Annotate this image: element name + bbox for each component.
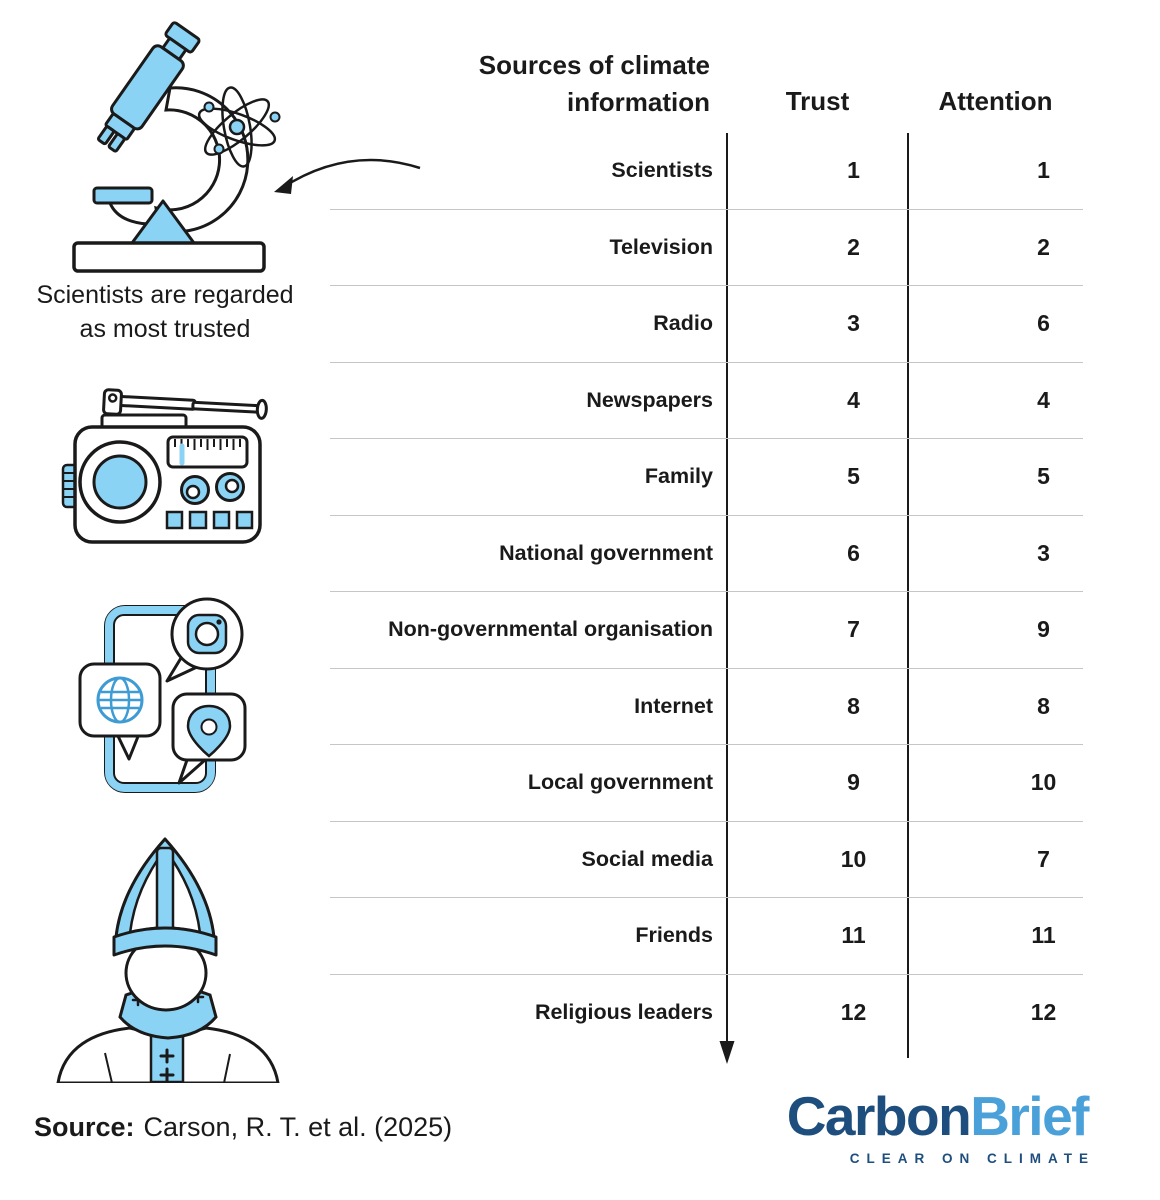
attention-column-header: Attention — [938, 86, 1053, 116]
attention-rank: 6 — [1037, 310, 1050, 337]
attention-rank: 10 — [1030, 769, 1057, 796]
source-of-information-label: Local government — [527, 770, 713, 795]
source-of-information-label: National government — [499, 540, 713, 565]
trust-rank: 10 — [840, 845, 867, 872]
religious-leader-icon — [56, 837, 280, 1083]
source-of-information-label: Family — [644, 464, 713, 489]
source-of-information-label: Friends — [635, 923, 713, 948]
ranking-table-body: Scientists 1 1 Television 2 2 Radio 3 6 Newspaper… — [330, 133, 1083, 1050]
table-row: Newspapers 4 4 — [330, 363, 1083, 439]
source-of-information-label: Television — [609, 234, 713, 259]
column-divider-line — [907, 133, 909, 1058]
trust-rank: 8 — [847, 692, 860, 719]
tablet-social-media-icon — [78, 597, 247, 793]
logo-word-brief: Brief — [970, 1085, 1089, 1147]
source-of-information-label: Religious leaders — [534, 999, 713, 1024]
trust-rank: 5 — [847, 463, 860, 490]
table-row: Radio 3 6 — [330, 286, 1083, 363]
attention-rank: 7 — [1037, 845, 1050, 872]
attention-rank: 5 — [1037, 463, 1050, 490]
source-label: Source: — [34, 1112, 135, 1142]
source-of-information-label: Radio — [653, 311, 713, 336]
source-of-information-label: Internet — [634, 693, 713, 718]
source-citation: Carson, R. T. et al. (2025) — [143, 1112, 453, 1142]
table-title-line2: information — [567, 87, 710, 117]
source-of-information-label: Newspapers — [586, 387, 713, 412]
trust-rank: 2 — [847, 233, 860, 260]
atom-icon — [197, 86, 281, 168]
table-row: Scientists 1 1 — [330, 133, 1083, 210]
trust-rank: 3 — [847, 310, 860, 337]
logo-word-carbon: Carbon — [786, 1085, 972, 1147]
trust-rank: 6 — [847, 539, 860, 566]
table-row: Social media 10 7 — [330, 822, 1083, 898]
logo-wordmark: CarbonBrief — [786, 1085, 1090, 1147]
attention-rank: 8 — [1037, 692, 1050, 719]
attention-rank: 11 — [1031, 922, 1056, 949]
table-row: Local government 9 10 — [330, 745, 1083, 822]
table-row: Family 5 5 — [330, 439, 1083, 516]
table-row: Non-governmental organisation 7 9 — [330, 592, 1083, 669]
globe-icon — [96, 676, 144, 724]
trust-rank: 9 — [847, 769, 860, 796]
attention-rank: 3 — [1037, 539, 1050, 566]
table-row: Television 2 2 — [330, 210, 1083, 286]
trust-rank: 12 — [840, 998, 867, 1025]
table-row: Internet 8 8 — [330, 669, 1083, 745]
trust-column-header: Trust — [785, 86, 850, 116]
trust-rank: 7 — [847, 616, 860, 643]
microscope-icon — [72, 21, 281, 273]
carbonbrief-logo: CarbonBrief CLEAR ON CLIMATE — [786, 1085, 1090, 1166]
source-of-information-label: Non-governmental organisation — [388, 617, 713, 642]
curved-arrow-icon — [274, 158, 421, 194]
attention-rank: 2 — [1037, 233, 1050, 260]
attention-rank: 4 — [1037, 386, 1050, 413]
source-of-information-label: Social media — [581, 846, 713, 871]
radio-icon — [61, 388, 268, 544]
annotation-caption-line2: as most trusted — [79, 315, 251, 343]
table-row: Religious leaders 12 12 — [330, 975, 1083, 1051]
table-row: Friends 11 11 — [330, 898, 1083, 975]
annotation-caption: Scientists are regarded as most trusted — [10, 278, 320, 346]
trust-rank: 1 — [847, 157, 860, 184]
source-of-information-label: Scientists — [611, 158, 713, 183]
trust-rank: 11 — [841, 922, 866, 949]
attention-rank: 9 — [1037, 616, 1050, 643]
annotation-caption-line1: Scientists are regarded — [36, 281, 294, 309]
down-arrow-icon — [719, 133, 735, 1064]
attention-rank: 12 — [1030, 998, 1057, 1025]
table-title: Sources of climate information — [380, 47, 710, 121]
logo-tagline: CLEAR ON CLIMATE — [849, 1150, 1095, 1166]
attention-rank: 1 — [1037, 157, 1050, 184]
table-title-line1: Sources of climate — [478, 50, 710, 80]
trust-rank: 4 — [847, 386, 860, 413]
source-note: Source: Carson, R. T. et al. (2025) — [34, 1112, 452, 1143]
table-row: National government 6 3 — [330, 516, 1083, 592]
